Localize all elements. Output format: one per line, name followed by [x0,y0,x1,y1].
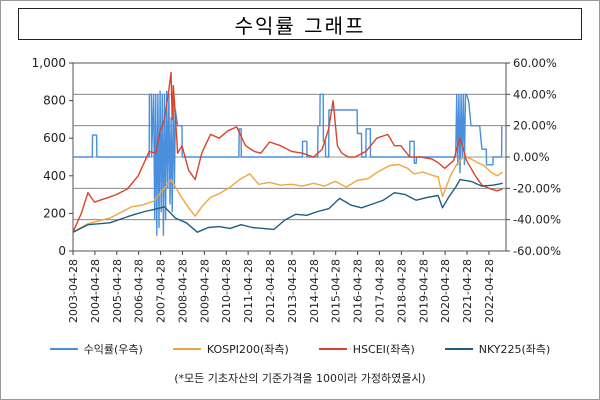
legend-swatch-1 [172,348,201,350]
left-tick-label-1: 200 [43,206,66,220]
x-tick-label-2: 2005-04-28 [111,259,124,323]
legend-swatch-0 [49,348,78,350]
x-tick-label-11: 2014-04-28 [308,259,321,323]
x-tick-label-4: 2007-04-28 [155,259,168,323]
series-line-3 [72,178,503,233]
x-tick-label-17: 2020-04-28 [439,259,452,323]
chart-title: 수익률 그래프 [234,13,366,38]
left-tick-label-0: 0 [58,244,66,258]
x-tick-label-13: 2016-04-28 [352,259,365,323]
legend-swatch-3 [444,348,473,350]
x-tick-label-16: 2019-04-28 [417,259,430,323]
x-tick-label-6: 2009-04-28 [198,259,211,323]
legend-label-3: NKY225(좌측) [478,343,551,356]
right-tick-label-5: 40.00% [513,87,557,101]
x-tick-label-3: 2006-04-28 [133,259,146,323]
left-tick-label-2: 400 [43,169,66,183]
x-tick-label-19: 2022-04-28 [483,259,496,323]
x-tick-label-1: 2004-04-28 [89,259,102,323]
chart-footnote: (*모든 기초자산의 기준가격을 100이라 가정하였을시) [174,372,426,385]
legend-item-0: 수익률(우측) [49,340,143,358]
right-tick-label-2: -20.00% [513,181,561,195]
left-tick-label-5: 1,000 [32,56,66,70]
right-tick-label-1: -40.00% [513,213,561,227]
left-tick-label-3: 600 [43,131,66,145]
series-line-1 [72,155,504,233]
x-tick-label-7: 2010-04-28 [220,259,233,323]
series-line-2 [72,71,503,233]
legend-label-2: HSCEI(좌측) [352,343,415,356]
x-tick-label-9: 2012-04-28 [264,259,277,323]
x-tick-label-5: 2008-04-28 [176,259,189,323]
legend-item-3: NKY225(좌측) [444,340,551,358]
legend-label-0: 수익률(우측) [83,343,143,356]
x-tick-label-10: 2013-04-28 [286,259,299,323]
x-tick-label-18: 2021-04-28 [461,259,474,323]
right-tick-label-0: -60.00% [513,244,561,258]
legend-label-1: KOSPI200(좌측) [206,343,289,356]
chart-legend: 수익률(우측) KOSPI200(좌측) HSCEI(좌측) NKY225(좌측) [0,340,600,358]
left-tick-label-4: 800 [43,94,66,108]
legend-item-2: HSCEI(좌측) [318,340,415,358]
x-tick-label-12: 2015-04-28 [330,259,343,323]
right-tick-label-4: 20.00% [513,119,557,133]
chart-title-box: 수익률 그래프 [18,8,582,40]
right-tick-label-3: 0.00% [513,150,550,164]
legend-swatch-2 [318,348,347,350]
right-tick-label-6: 60.00% [513,56,557,70]
legend-item-1: KOSPI200(좌측) [172,340,289,358]
x-tick-label-0: 2003-04-28 [67,259,80,323]
x-tick-label-8: 2011-04-28 [242,259,255,323]
x-tick-label-14: 2017-04-28 [373,259,386,323]
x-tick-label-15: 2018-04-28 [395,259,408,323]
